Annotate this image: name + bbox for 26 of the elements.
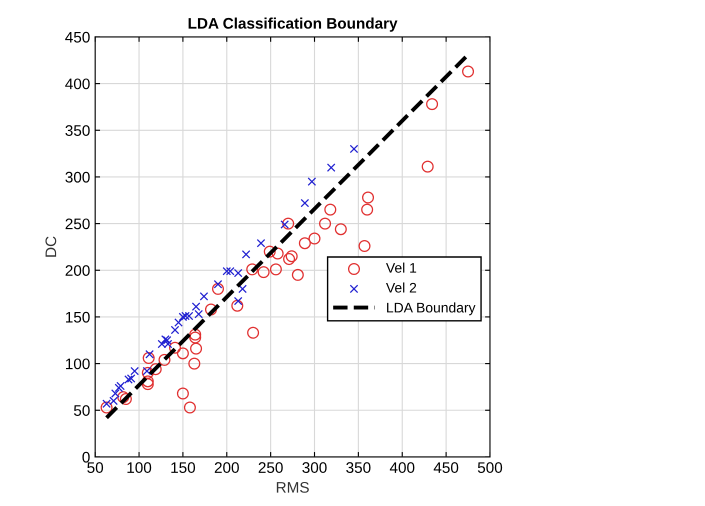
- x-axis-title: RMS: [276, 482, 309, 493]
- x-tick-label: 100: [127, 462, 152, 473]
- x-tick-label: 350: [346, 462, 371, 473]
- x-tick-label: 400: [390, 462, 414, 473]
- legend-label: Vel 1: [386, 262, 416, 273]
- x-tick-label: 200: [214, 462, 239, 473]
- y-tick-label: 450: [65, 32, 90, 43]
- y-tick-label: 350: [65, 125, 90, 136]
- y-tick-label: 50: [74, 405, 90, 416]
- chart-title: LDA Classification Boundary: [188, 18, 398, 32]
- y-tick-label: 150: [66, 312, 90, 323]
- x-tick-label: 250: [258, 462, 283, 473]
- y-tick-label: 400: [65, 78, 90, 90]
- legend-label: Vel 2: [386, 282, 416, 293]
- x-tick-label: 300: [302, 462, 327, 473]
- x-tick-label: 450: [434, 462, 458, 473]
- y-tick-label: 0: [82, 452, 90, 463]
- x-tick-label: 50: [87, 462, 104, 473]
- y-tick-label: 100: [66, 358, 90, 370]
- y-tick-label: 200: [66, 265, 90, 276]
- x-tick-label: 500: [478, 462, 502, 473]
- y-tick-label: 250: [66, 218, 90, 230]
- y-axis-title: DC: [45, 236, 56, 257]
- x-tick-label: 150: [171, 462, 196, 473]
- legend-label: LDA Boundary: [387, 302, 476, 316]
- y-tick-label: 300: [65, 172, 90, 183]
